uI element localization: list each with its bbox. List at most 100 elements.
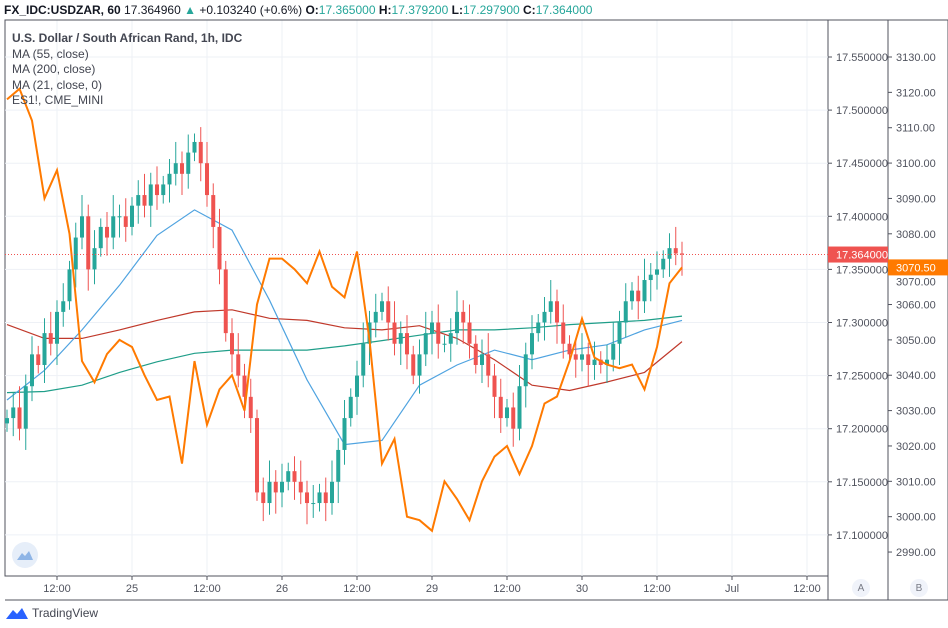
x-tick-label: 12:00: [493, 583, 521, 595]
legend-ma55[interactable]: MA (55, close): [12, 46, 89, 61]
ma200-line: [6, 315, 683, 394]
high-value: 17.379200: [391, 3, 449, 17]
open-value: 17.365000: [318, 3, 376, 17]
x-tick-label: 25: [126, 583, 138, 595]
candle-up: [186, 152, 191, 174]
candle-down: [486, 354, 491, 376]
candle-down: [217, 226, 222, 270]
candle-up: [661, 258, 666, 270]
x-tick-label: 12:00: [43, 583, 71, 595]
x-tick-label: 29: [426, 583, 438, 595]
tradingview-logo[interactable]: TradingView: [6, 606, 98, 620]
candle-up: [330, 481, 334, 504]
candle-up: [373, 311, 378, 323]
candle-down: [273, 481, 278, 493]
candle-down: [180, 163, 184, 174]
candle-down: [155, 184, 159, 196]
candle-down: [86, 216, 91, 270]
y-left-tick-label: 17.100000: [836, 530, 888, 542]
candle-up: [73, 237, 78, 270]
close-value: 17.364000: [535, 3, 593, 17]
candle-up: [173, 163, 178, 174]
candle-down: [223, 269, 228, 334]
candle-down: [236, 354, 241, 376]
y-left-tick-label: 17.150000: [836, 477, 888, 489]
candle-up: [398, 333, 403, 344]
candle-up: [98, 226, 103, 249]
candle-down: [305, 492, 309, 504]
candle-down: [323, 492, 328, 504]
candle-up: [92, 248, 97, 270]
candle-down: [636, 290, 641, 302]
last-price-label: 17.364000: [836, 250, 888, 262]
candle-up: [523, 354, 528, 387]
candle-down: [673, 248, 678, 254]
candle-down: [17, 407, 22, 429]
y-right-tick-label: 3020.00: [896, 441, 936, 453]
candle-up: [548, 301, 553, 312]
legend-es[interactable]: ES1!, CME_MINI: [12, 93, 104, 107]
tradingview-logo-icon: [6, 608, 28, 619]
candle-up: [30, 354, 34, 387]
last-price-tag: [828, 246, 888, 263]
x-tick-label: 26: [276, 583, 288, 595]
auto-scale-button-a[interactable]: A: [852, 579, 870, 597]
candle-up: [67, 269, 72, 302]
candle-down: [198, 141, 203, 164]
x-tick-label: Jul: [725, 583, 739, 595]
x-tick-label: 12:00: [793, 583, 821, 595]
y-right-tick-label: 3120.00: [896, 87, 936, 99]
candle-up: [61, 301, 66, 312]
brand-name: TradingView: [32, 606, 99, 620]
candle-up: [267, 481, 272, 504]
auto-scale-button-b[interactable]: B: [910, 579, 928, 597]
candle-up: [417, 354, 422, 376]
last-price: 17.364960: [124, 3, 181, 17]
candle-up: [192, 141, 197, 153]
candle-up: [423, 333, 428, 355]
y-right-tick-label: 3000.00: [896, 512, 936, 524]
candle-up: [430, 322, 434, 334]
candle-up: [617, 322, 622, 344]
y-left-tick-label: 17.300000: [836, 318, 888, 330]
es-last-tag: [888, 259, 948, 276]
candle-down: [142, 195, 147, 206]
candle-up: [11, 407, 16, 419]
candle-up: [111, 216, 116, 238]
candle-down: [255, 418, 259, 493]
y-left-tick-label: 17.250000: [836, 371, 888, 383]
es-line: [6, 87, 683, 533]
candle-up: [448, 333, 453, 344]
candle-up: [536, 322, 541, 334]
candle-up: [517, 386, 522, 429]
x-tick-label: 12:00: [643, 583, 671, 595]
legend-ma21[interactable]: MA (21, close, 0): [12, 77, 103, 92]
y-right-tick-label: 3050.00: [896, 335, 936, 347]
y-right-tick-label: 3030.00: [896, 406, 936, 418]
es-last-label: 3070.50: [896, 262, 936, 274]
legend-ma200[interactable]: MA (200, close): [12, 62, 96, 76]
candle-up: [148, 184, 153, 206]
candle-down: [248, 396, 253, 419]
low-value: 17.297900: [462, 3, 520, 17]
candle-up: [648, 274, 653, 281]
candle-up: [280, 481, 284, 493]
candle-down: [261, 492, 266, 504]
candle-down: [598, 359, 603, 365]
candle-down: [230, 333, 234, 355]
candle-up: [455, 311, 459, 334]
x-tick-label: 12:00: [343, 583, 371, 595]
y-left-tick-label: 17.350000: [836, 264, 888, 276]
candle-up: [55, 311, 59, 344]
candle-up: [442, 343, 447, 345]
y-right-tick-label: 3070.00: [896, 276, 936, 288]
candle-down: [567, 343, 572, 355]
legend-main-series[interactable]: U.S. Dollar / South African Rand, 1h, ID…: [12, 31, 243, 45]
candle-up: [667, 248, 672, 259]
candle-down: [105, 226, 109, 238]
x-tick-label: 30: [576, 583, 588, 595]
candle-up: [542, 311, 547, 323]
candle-up: [167, 173, 172, 185]
symbol-name[interactable]: FX_IDC:USDZAR, 60: [4, 3, 121, 17]
